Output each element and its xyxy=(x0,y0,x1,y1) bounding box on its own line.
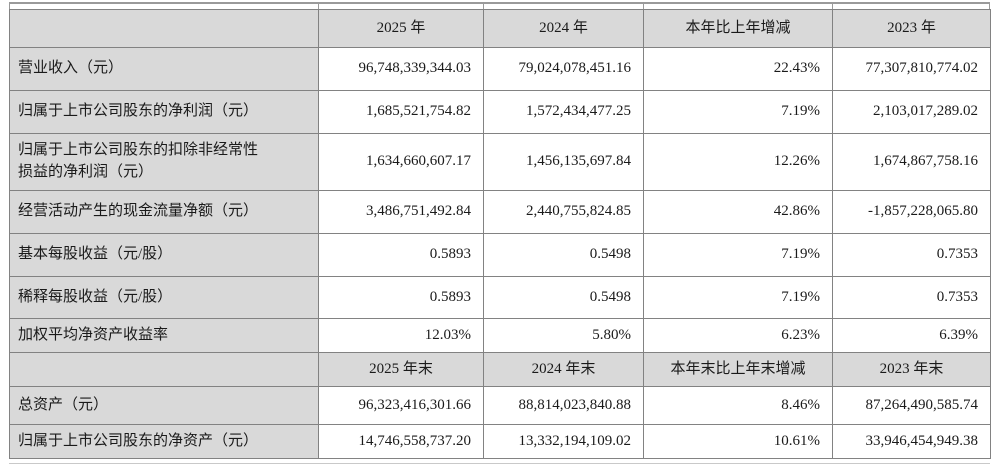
value-2025: 0.5893 xyxy=(318,276,484,319)
value-change: 7.19% xyxy=(643,233,833,277)
table-row-basic-eps: 基本每股收益（元/股） 0.5893 0.5498 7.19% 0.7353 xyxy=(9,233,991,277)
value-change: 10.61% xyxy=(643,424,833,459)
cropped-cell-stub xyxy=(483,4,643,10)
row-label: 经营活动产生的现金流量净额（元） xyxy=(9,190,319,234)
value-change: 12.26% xyxy=(643,133,833,191)
value-2024: 1,456,135,697.84 xyxy=(483,133,644,191)
value-2024: 79,024,078,451.16 xyxy=(483,47,644,91)
value-2025: 3,486,751,492.84 xyxy=(318,190,484,234)
col-header-2024: 2024 年 xyxy=(483,9,644,48)
value-2024: 0.5498 xyxy=(483,276,644,319)
value-2023: 87,264,490,585.74 xyxy=(832,386,991,425)
value-2023: 0.7353 xyxy=(832,276,991,319)
value-2023: -1,857,228,065.80 xyxy=(832,190,991,234)
value-2023: 0.7353 xyxy=(832,233,991,277)
cropped-table-edge-bottom xyxy=(9,463,990,464)
col-header-2025-end: 2025 年末 xyxy=(318,352,484,387)
value-2023: 2,103,017,289.02 xyxy=(832,90,991,134)
row-label: 归属于上市公司股东的净资产（元） xyxy=(9,424,319,459)
row-label: 基本每股收益（元/股） xyxy=(9,233,319,277)
col-header-yoy-change: 本年比上年增减 xyxy=(643,9,833,48)
col-header-2024-end: 2024 年末 xyxy=(483,352,644,387)
table-row-total-assets: 总资产（元） 96,323,416,301.66 88,814,023,840.… xyxy=(9,386,991,425)
table-row-operating-cash-flow: 经营活动产生的现金流量净额（元） 3,486,751,492.84 2,440,… xyxy=(9,190,991,234)
value-2025: 96,323,416,301.66 xyxy=(318,386,484,425)
cropped-cell-stub xyxy=(643,4,832,10)
value-2023: 33,946,454,949.38 xyxy=(832,424,991,459)
row-label: 总资产（元） xyxy=(9,386,319,425)
col-header-2023-end: 2023 年末 xyxy=(832,352,991,387)
col-header-end-yoy-change: 本年末比上年末增减 xyxy=(643,352,833,387)
col-header-2023: 2023 年 xyxy=(832,9,991,48)
col-header-2025: 2025 年 xyxy=(318,9,484,48)
cropped-cell-stub xyxy=(832,4,990,10)
value-2025: 1,685,521,754.82 xyxy=(318,90,484,134)
row-label: 稀释每股收益（元/股） xyxy=(9,276,319,319)
value-2025: 96,748,339,344.03 xyxy=(318,47,484,91)
period-header-row: 2025 年 2024 年 本年比上年增减 2023 年 xyxy=(9,9,991,48)
table-row-revenue: 营业收入（元） 96,748,339,344.03 79,024,078,451… xyxy=(9,47,991,91)
table-row-weighted-avg-roe: 加权平均净资产收益率 12.03% 5.80% 6.23% 6.39% xyxy=(9,318,991,353)
value-change: 7.19% xyxy=(643,90,833,134)
value-2025: 0.5893 xyxy=(318,233,484,277)
table-row-net-profit: 归属于上市公司股东的净利润（元） 1,685,521,754.82 1,572,… xyxy=(9,90,991,134)
corner-blank-cell xyxy=(9,9,319,48)
table-row-diluted-eps: 稀释每股收益（元/股） 0.5893 0.5498 7.19% 0.7353 xyxy=(9,276,991,319)
value-2023: 77,307,810,774.02 xyxy=(832,47,991,91)
value-2025: 1,634,660,607.17 xyxy=(318,133,484,191)
value-2023: 6.39% xyxy=(832,318,991,353)
value-change: 8.46% xyxy=(643,386,833,425)
value-2023: 1,674,867,758.16 xyxy=(832,133,991,191)
financial-summary-table: 2025 年 2024 年 本年比上年增减 2023 年 营业收入（元） 96,… xyxy=(9,9,991,459)
value-2024: 0.5498 xyxy=(483,233,644,277)
value-2024: 1,572,434,477.25 xyxy=(483,90,644,134)
value-2025: 12.03% xyxy=(318,318,484,353)
row-label: 营业收入（元） xyxy=(9,47,319,91)
value-change: 6.23% xyxy=(643,318,833,353)
row-label: 归属于上市公司股东的净利润（元） xyxy=(9,90,319,134)
value-change: 22.43% xyxy=(643,47,833,91)
table-row-net-profit-excl-nonrecurring: 归属于上市公司股东的扣除非经常性损益的净利润（元） 1,634,660,607.… xyxy=(9,133,991,191)
value-2024: 2,440,755,824.85 xyxy=(483,190,644,234)
table-row-net-assets: 归属于上市公司股东的净资产（元） 14,746,558,737.20 13,33… xyxy=(9,424,991,459)
value-2024: 13,332,194,109.02 xyxy=(483,424,644,459)
cropped-cell-stub xyxy=(318,4,483,10)
row-label: 归属于上市公司股东的扣除非经常性损益的净利润（元） xyxy=(9,133,319,191)
row-label: 加权平均净资产收益率 xyxy=(9,318,319,353)
value-2024: 5.80% xyxy=(483,318,644,353)
value-change: 42.86% xyxy=(643,190,833,234)
cropped-cell-stub xyxy=(9,4,318,10)
value-change: 7.19% xyxy=(643,276,833,319)
cropped-table-edge-top xyxy=(9,2,990,10)
period-end-header-row: 2025 年末 2024 年末 本年末比上年末增减 2023 年末 xyxy=(9,352,991,387)
value-2024: 88,814,023,840.88 xyxy=(483,386,644,425)
value-2025: 14,746,558,737.20 xyxy=(318,424,484,459)
corner-blank-cell xyxy=(9,352,319,387)
